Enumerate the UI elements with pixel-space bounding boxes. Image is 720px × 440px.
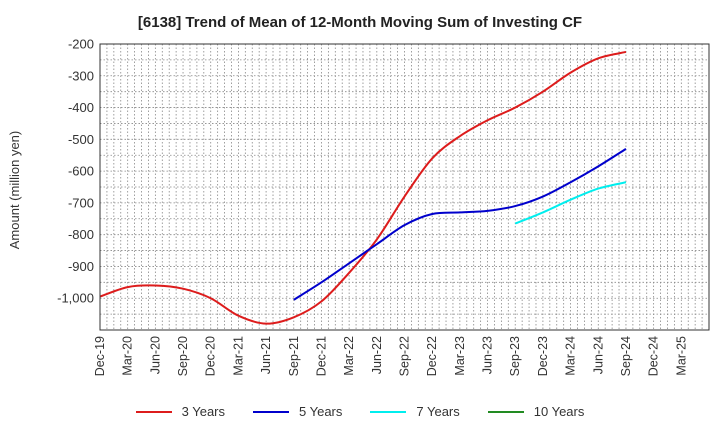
y-tick-label: -200	[68, 37, 94, 52]
x-tick-label: Jun-21	[259, 336, 273, 374]
x-tick-label: Sep-23	[508, 336, 522, 376]
legend-item: 10 Years	[487, 404, 585, 419]
x-tick-label: Sep-21	[287, 336, 301, 376]
x-tick-label: Mar-23	[453, 336, 467, 376]
x-tick-label: Mar-22	[342, 336, 356, 376]
y-tick-label: -900	[68, 259, 94, 274]
series-line-7-years	[514, 181, 627, 225]
legend-label: 10 Years	[533, 404, 585, 419]
x-tick-label: Sep-24	[619, 336, 633, 376]
series-lines	[99, 50, 627, 325]
x-tick-label: Jun-20	[148, 336, 162, 374]
x-tick-label: Mar-20	[121, 336, 135, 376]
x-tick-label: Dec-20	[204, 336, 218, 376]
legend-item: 3 Years	[135, 404, 225, 419]
legend-swatch	[487, 410, 524, 413]
y-tick-label: -300	[68, 68, 94, 83]
legend-item: 5 Years	[253, 404, 342, 419]
x-tick-label: Dec-23	[536, 336, 550, 376]
legend-label: 7 Years	[416, 404, 460, 419]
legend-swatch	[135, 410, 172, 413]
y-tick-labels: -200 -300 -400 -500 -600 -700 -800 -900 -1,000	[57, 37, 94, 306]
y-axis-label: Amount (million yen)	[7, 131, 22, 250]
x-tick-label: Jun-23	[481, 336, 495, 374]
x-tick-label: Dec-22	[425, 336, 439, 376]
legend: 3 Years 5 Years 7 Years 10 Years	[0, 404, 720, 419]
x-tick-label: Mar-24	[564, 336, 578, 376]
legend-item: 7 Years	[370, 404, 460, 419]
x-tick-label: Sep-22	[398, 336, 412, 376]
chart-title: [6138] Trend of Mean of 12-Month Moving …	[137, 14, 583, 31]
legend-label: 5 Years	[299, 404, 343, 419]
y-tick-label: -800	[68, 227, 94, 242]
x-tick-label: Dec-24	[647, 336, 661, 376]
y-tick-label: -1,000	[57, 291, 94, 306]
y-tick-label: -500	[68, 132, 94, 147]
x-tick-label: Mar-25	[674, 336, 688, 376]
x-tick-label: Mar-21	[231, 336, 245, 376]
y-tick-label: -700	[68, 195, 94, 210]
series-line-5-years	[293, 148, 627, 301]
y-tick-label: -400	[68, 100, 94, 115]
legend-label: 3 Years	[181, 404, 225, 419]
x-tick-label: Jun-24	[591, 336, 605, 374]
x-tick-label: Sep-20	[176, 336, 190, 376]
x-tick-label: Jun-22	[370, 336, 384, 374]
y-tick-label: -600	[68, 164, 94, 179]
x-tick-labels: Dec-19 Mar-20 Jun-20 Sep-20 Dec-20 Mar-21 Jun-…	[93, 336, 688, 376]
grid-lines	[100, 44, 709, 330]
legend-swatch	[253, 410, 289, 413]
series-line-3-years	[99, 50, 627, 325]
x-tick-label: Dec-21	[314, 336, 328, 376]
legend-swatch	[370, 410, 407, 413]
x-tick-label: Dec-19	[93, 336, 107, 376]
plot-frame	[99, 43, 710, 331]
